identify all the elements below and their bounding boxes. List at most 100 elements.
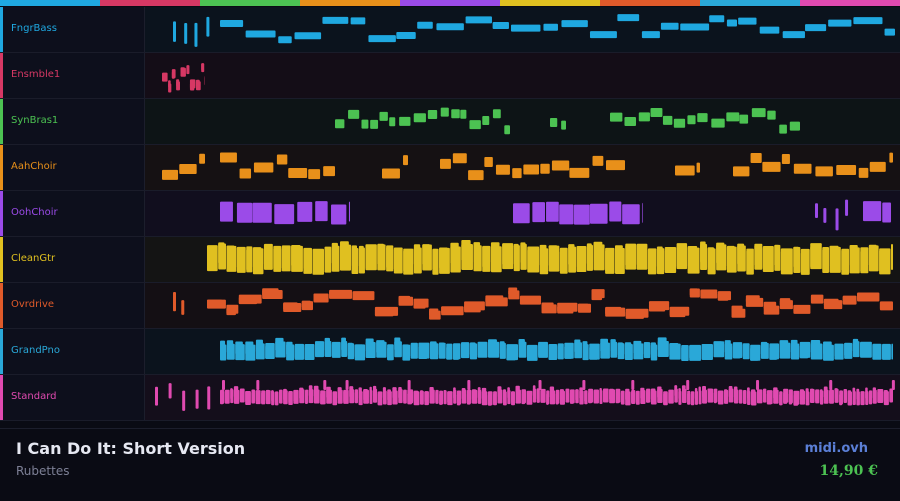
track-label: GrandPno bbox=[0, 329, 145, 374]
note bbox=[467, 393, 471, 404]
note bbox=[882, 345, 889, 358]
note bbox=[716, 243, 724, 264]
note bbox=[312, 252, 321, 273]
note bbox=[168, 80, 171, 87]
note bbox=[564, 346, 572, 359]
note bbox=[162, 170, 178, 180]
note bbox=[836, 208, 839, 230]
note bbox=[708, 247, 714, 268]
note bbox=[315, 341, 322, 354]
note bbox=[234, 386, 238, 397]
note bbox=[207, 249, 216, 270]
note bbox=[780, 298, 791, 305]
note bbox=[341, 338, 346, 351]
note bbox=[739, 390, 742, 401]
note bbox=[682, 385, 686, 396]
note bbox=[793, 395, 798, 406]
note bbox=[853, 17, 882, 24]
note bbox=[252, 203, 271, 223]
note bbox=[700, 242, 706, 263]
note bbox=[503, 389, 506, 400]
track-name: SynBras1 bbox=[11, 115, 58, 126]
note bbox=[811, 340, 820, 353]
note bbox=[574, 205, 590, 225]
note bbox=[472, 389, 476, 400]
note bbox=[698, 387, 700, 398]
strip-segment bbox=[300, 0, 400, 6]
note bbox=[750, 348, 758, 361]
track-row: Ensmble1 bbox=[0, 53, 900, 99]
note bbox=[539, 380, 542, 390]
note bbox=[739, 115, 748, 124]
note bbox=[271, 390, 274, 401]
note bbox=[355, 392, 358, 403]
site-link[interactable]: midi.ovh bbox=[805, 441, 868, 456]
note bbox=[615, 245, 623, 266]
note bbox=[625, 342, 631, 355]
note bbox=[540, 245, 547, 266]
note bbox=[891, 248, 893, 269]
note bbox=[439, 248, 448, 269]
note-roll bbox=[149, 375, 900, 420]
note bbox=[453, 347, 459, 360]
note bbox=[322, 17, 348, 24]
note bbox=[605, 250, 613, 271]
strip-segment bbox=[400, 0, 500, 6]
note bbox=[546, 202, 559, 222]
note bbox=[394, 337, 400, 350]
note bbox=[754, 245, 760, 266]
note bbox=[839, 394, 842, 405]
note bbox=[293, 391, 297, 402]
note bbox=[402, 344, 408, 357]
note bbox=[689, 346, 698, 359]
note bbox=[648, 249, 655, 270]
note bbox=[800, 389, 804, 400]
note bbox=[378, 393, 382, 404]
note bbox=[418, 346, 427, 359]
footer: I Can Do It: Short Version Rubettes midi… bbox=[0, 428, 900, 501]
note bbox=[283, 389, 287, 400]
note-roll bbox=[149, 191, 900, 236]
note-roll bbox=[149, 329, 900, 374]
note bbox=[714, 392, 717, 403]
strip-segment bbox=[600, 0, 700, 6]
note bbox=[497, 386, 501, 397]
note-roll bbox=[149, 7, 900, 52]
note bbox=[430, 341, 437, 354]
note bbox=[389, 117, 395, 126]
note bbox=[697, 163, 700, 173]
note bbox=[363, 389, 368, 400]
note bbox=[702, 346, 711, 359]
note bbox=[550, 118, 557, 127]
note bbox=[856, 389, 859, 400]
strip-segment bbox=[0, 0, 100, 6]
note bbox=[275, 338, 283, 351]
note bbox=[579, 387, 583, 398]
note bbox=[865, 388, 868, 399]
note bbox=[173, 292, 176, 311]
note bbox=[266, 390, 270, 401]
note bbox=[176, 79, 179, 86]
note bbox=[532, 202, 545, 222]
note bbox=[733, 346, 741, 359]
note bbox=[872, 345, 879, 358]
note bbox=[366, 339, 374, 352]
note bbox=[436, 23, 463, 30]
track-row: OohChoir bbox=[0, 191, 900, 237]
note bbox=[599, 388, 601, 399]
note bbox=[767, 393, 772, 404]
note bbox=[829, 380, 832, 390]
note bbox=[639, 112, 650, 121]
note bbox=[196, 80, 200, 87]
note bbox=[801, 253, 808, 274]
note bbox=[631, 392, 634, 403]
note bbox=[446, 347, 451, 360]
strip-segment bbox=[700, 0, 800, 6]
note bbox=[727, 246, 735, 267]
note bbox=[359, 246, 364, 267]
note bbox=[779, 394, 782, 405]
note bbox=[155, 387, 158, 406]
note bbox=[277, 154, 287, 164]
note bbox=[743, 344, 749, 357]
note bbox=[245, 341, 253, 354]
